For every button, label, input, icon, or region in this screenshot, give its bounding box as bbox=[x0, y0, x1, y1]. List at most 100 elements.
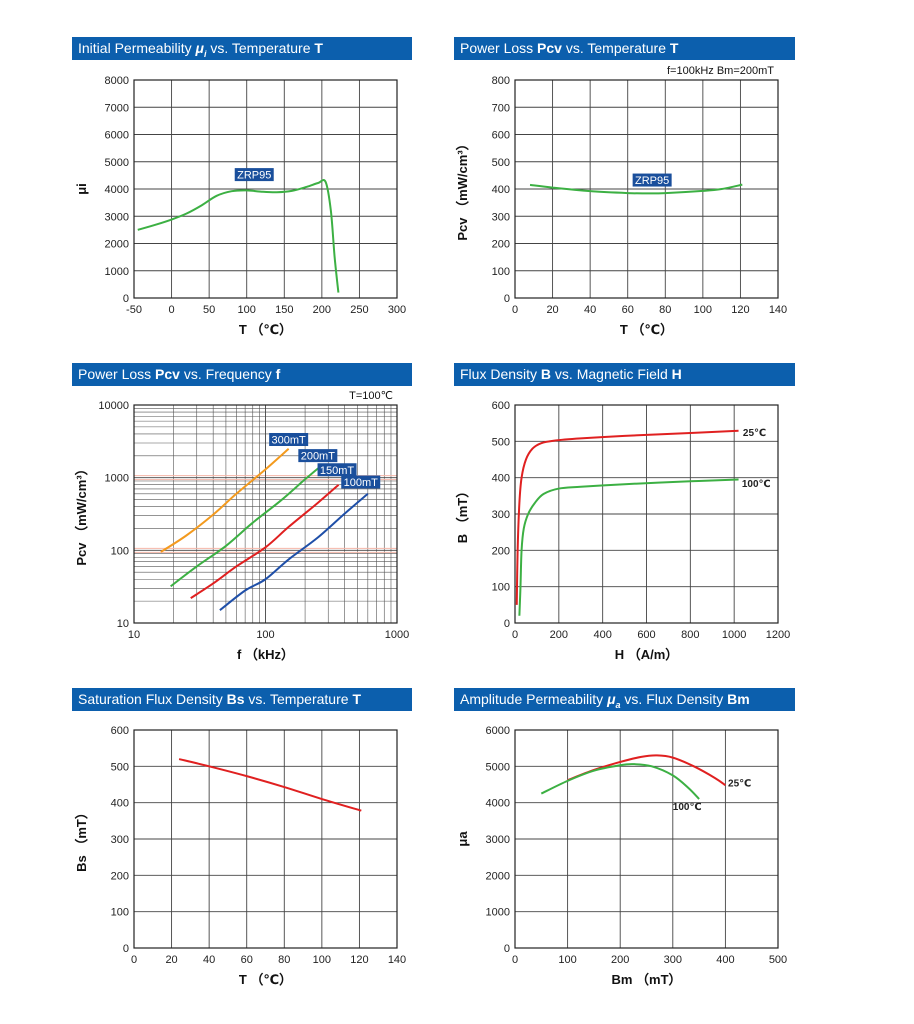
x-tick-label: 400 bbox=[716, 954, 734, 966]
x-tick-label: 200 bbox=[611, 954, 629, 966]
panel-2-header-text: Power Loss bbox=[78, 366, 156, 382]
panel-5-header-subscript: a bbox=[615, 699, 621, 710]
x-tick-label: 60 bbox=[622, 304, 634, 316]
y-tick-label: 500 bbox=[111, 761, 129, 773]
chart-3: 0 200 400 600 800 1000 1200 0 100 200 300 400 500 600… bbox=[455, 400, 790, 662]
x-tick-label: 150 bbox=[275, 304, 293, 316]
panel-5-header-bold: Bm bbox=[727, 691, 750, 707]
y-tick-label: 800 bbox=[492, 75, 510, 87]
panel-3-header-symbol: B bbox=[540, 366, 552, 382]
x-tick-label: 0 bbox=[512, 954, 518, 966]
panel-2-header-bold: f bbox=[275, 366, 281, 382]
x-tick-label: 400 bbox=[593, 629, 611, 641]
panel-1-header-bold: T bbox=[669, 40, 679, 56]
panel-0-header-bold: T bbox=[314, 40, 323, 56]
panel-5-header-mid: vs. Flux Density bbox=[620, 691, 728, 707]
x-tick-label: 100 bbox=[558, 954, 576, 966]
series-badge-label: 150mT bbox=[320, 465, 355, 477]
panel-0-header-symbol: μ bbox=[195, 40, 204, 56]
y-tick-label: 10 bbox=[117, 618, 129, 630]
y-tick-label: 100 bbox=[111, 545, 129, 557]
plot-frame bbox=[133, 729, 398, 949]
x-axis-label: Bm （mT） bbox=[611, 972, 681, 987]
panel-4-header-bold: T bbox=[352, 691, 361, 707]
y-tick-label: 0 bbox=[504, 618, 510, 630]
series-line-0 bbox=[529, 183, 743, 195]
panel-3-header-text: Flux Density bbox=[460, 366, 541, 382]
y-tick-label: 2000 bbox=[486, 870, 510, 882]
y-tick-label: 10000 bbox=[98, 400, 129, 412]
chart-note: T=100℃ bbox=[349, 390, 393, 402]
x-tick-label: 40 bbox=[584, 304, 596, 316]
x-tick-label: 140 bbox=[388, 954, 406, 966]
x-tick-label: 300 bbox=[664, 954, 682, 966]
panel-2-header-mid: vs. Frequency bbox=[179, 366, 276, 382]
y-tick-label: 600 bbox=[492, 400, 510, 412]
panel-4-header-text: Saturation Flux Density bbox=[78, 691, 227, 707]
y-axis-label: Bs （mT） bbox=[74, 806, 89, 872]
chart-5: 0 100 200 300 400 500010002000300040005000600… bbox=[455, 725, 787, 987]
panel-0-header-subscript: i bbox=[203, 48, 207, 59]
y-tick-label: 300 bbox=[492, 509, 510, 521]
y-axis-label: Pcv （mW/cm³） bbox=[455, 137, 470, 240]
y-axis-label: Pcv （mW/cm³） bbox=[74, 462, 89, 565]
series-line-1 bbox=[540, 763, 700, 800]
x-tick-label: 20 bbox=[165, 954, 177, 966]
x-tick-label: 10 bbox=[128, 629, 140, 641]
series-badge-label: 300mT bbox=[272, 434, 307, 446]
series-line-0 bbox=[515, 429, 739, 605]
panel-5-header-text: Amplitude Permeability bbox=[460, 691, 608, 707]
x-tick-label: 800 bbox=[681, 629, 699, 641]
y-tick-label: 500 bbox=[492, 157, 510, 169]
series-line-0 bbox=[567, 754, 726, 787]
panel-3-header-mid: vs. Magnetic Field bbox=[551, 366, 672, 382]
x-tick-label: 100 bbox=[238, 304, 256, 316]
y-tick-label: 200 bbox=[111, 870, 129, 882]
panel-4-header-mid: vs. Temperature bbox=[244, 691, 353, 707]
panel-5-header-symbol: μ bbox=[607, 691, 616, 707]
x-tick-label: 50 bbox=[203, 304, 215, 316]
plot-frame bbox=[133, 404, 398, 624]
y-tick-label: 100 bbox=[492, 582, 510, 594]
panel-1-header-mid: vs. Temperature bbox=[561, 40, 670, 56]
y-tick-label: 1000 bbox=[105, 473, 129, 485]
series-line-2 bbox=[190, 483, 340, 599]
y-axis-label: μi bbox=[74, 183, 89, 195]
y-tick-label: 500 bbox=[492, 436, 510, 448]
y-axis-label: μa bbox=[455, 831, 470, 847]
y-tick-label: 700 bbox=[492, 102, 510, 114]
x-tick-label: 100 bbox=[256, 629, 274, 641]
panel-1-header-symbol: Pcv bbox=[537, 40, 562, 56]
x-tick-label: 300 bbox=[388, 304, 406, 316]
y-tick-label: 6000 bbox=[486, 725, 510, 737]
y-tick-label: 300 bbox=[492, 211, 510, 223]
series-label: 100℃ bbox=[742, 479, 771, 490]
panel-0-header-text: Initial Permeability bbox=[78, 40, 196, 56]
chart-2: 10 100 1000 10 100 1000 10000 f （kHz） Pcv （mW/cm… bbox=[74, 390, 409, 662]
series-label: 25℃ bbox=[743, 428, 766, 439]
y-tick-label: 600 bbox=[492, 130, 510, 142]
y-tick-label: 2000 bbox=[105, 239, 129, 251]
x-tick-label: 0 bbox=[512, 304, 518, 316]
x-tick-label: 80 bbox=[278, 954, 290, 966]
x-tick-label: 0 bbox=[512, 629, 518, 641]
series-badge-label: 100mT bbox=[344, 477, 379, 489]
series-badge bbox=[269, 432, 309, 446]
y-tick-label: 1000 bbox=[105, 266, 129, 278]
x-tick-label: 0 bbox=[131, 954, 137, 966]
x-tick-label: 80 bbox=[659, 304, 671, 316]
series-line-0 bbox=[137, 179, 340, 293]
chart-0: -50 0 50 100 150 200 250 3000100020003000400050… bbox=[74, 75, 406, 337]
panel-0-header: Initial Permeability μi vs. Temperature … bbox=[72, 37, 412, 60]
y-tick-label: 1000 bbox=[486, 907, 510, 919]
y-axis-label: B （mT） bbox=[455, 485, 470, 544]
panel-4-header-symbol: Bs bbox=[226, 691, 245, 707]
x-tick-label: 120 bbox=[350, 954, 368, 966]
x-tick-label: 40 bbox=[203, 954, 215, 966]
x-tick-label: 600 bbox=[637, 629, 655, 641]
y-tick-label: 100 bbox=[111, 907, 129, 919]
panel-1-header: Power Loss Pcv vs. Temperature T bbox=[454, 37, 795, 60]
panel-2-header: Power Loss Pcv vs. Frequency f bbox=[72, 363, 412, 386]
series-line-0 bbox=[178, 758, 362, 812]
y-tick-label: 100 bbox=[492, 266, 510, 278]
